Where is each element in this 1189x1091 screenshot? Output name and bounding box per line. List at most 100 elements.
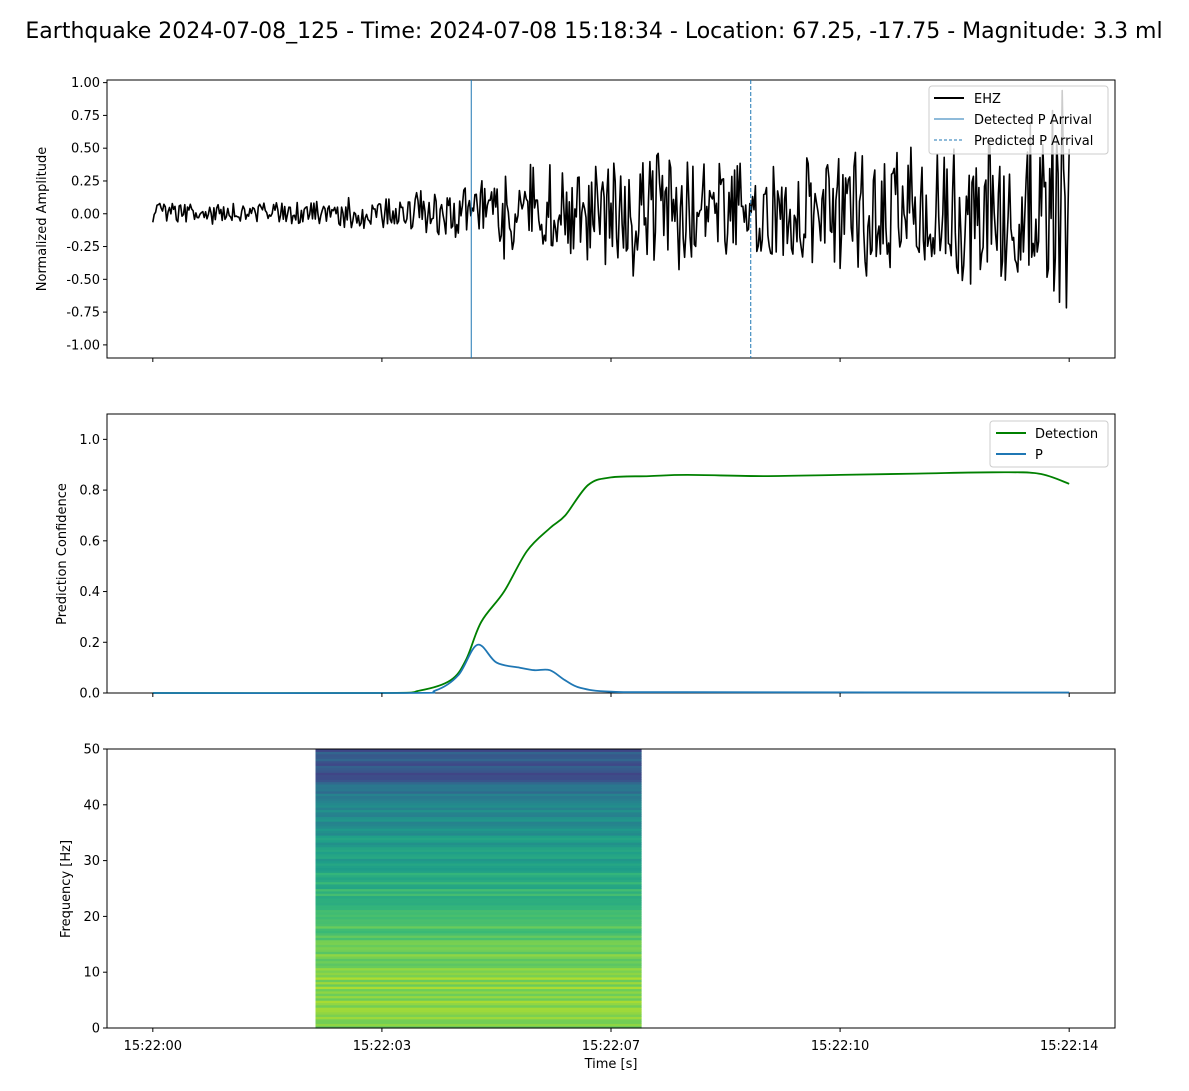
x-tick-label: 15:22:07	[582, 1039, 640, 1054]
spectrogram-band	[315, 781, 642, 785]
spectrogram-band	[315, 848, 642, 852]
spectrogram-band	[315, 1009, 642, 1013]
spectrogram-band	[315, 997, 642, 1001]
spectrogram-image	[315, 749, 642, 1029]
x-tick-label: 15:22:14	[1040, 1039, 1098, 1054]
spectrogram-band	[315, 832, 642, 836]
spectrogram-y-ticks: 50 40 30 20 10 0	[83, 743, 107, 1037]
spectrogram-band	[315, 786, 642, 790]
spectrogram-band	[315, 1025, 642, 1029]
y-tick-label: -0.50	[66, 273, 100, 288]
spectrogram-band	[315, 902, 642, 906]
spectrogram-band	[315, 1018, 642, 1022]
spectrogram-band	[315, 988, 642, 992]
spectrogram-band	[315, 835, 642, 838]
spectrogram-band	[315, 818, 642, 822]
series-ehz	[152, 89, 1070, 309]
spectrogram-band	[315, 755, 642, 759]
spectrogram-band	[315, 860, 642, 864]
spectrogram-band	[315, 874, 642, 878]
spectrogram-band	[315, 974, 642, 978]
spectrogram-band	[315, 1016, 642, 1020]
spectrogram-band	[315, 993, 642, 997]
spectrogram-band	[315, 816, 642, 820]
y-tick-label: 0.8	[79, 484, 100, 499]
spectrogram-band	[315, 797, 642, 801]
spectrogram-band	[315, 862, 642, 866]
spectrogram-band	[315, 914, 642, 917]
y-tick-label: 0.0	[79, 687, 100, 702]
x-tick-label: 15:22:00	[124, 1039, 182, 1054]
spectrogram-band	[315, 944, 642, 948]
spectrogram-band	[315, 760, 642, 764]
spectrogram-band	[315, 907, 642, 911]
y-tick-label: 0.25	[71, 174, 100, 189]
spectrogram-band	[315, 788, 642, 792]
spectrogram-band	[315, 869, 642, 873]
confidence-legend: Detection P	[989, 420, 1109, 468]
spectrogram-band	[315, 983, 642, 987]
y-tick-label: 0	[92, 1022, 100, 1037]
spectrogram-band	[315, 867, 642, 871]
spectrogram-band	[315, 879, 642, 883]
legend-label-detection: Detection	[1035, 427, 1098, 442]
spectrogram-band	[315, 769, 642, 773]
spectrogram-band	[315, 995, 642, 999]
spectrogram-band	[315, 921, 642, 924]
confidence-y-label: Prediction Confidence	[55, 483, 70, 625]
spectrogram-band	[315, 795, 642, 799]
spectrogram-band	[315, 828, 642, 831]
spectrogram-band	[315, 858, 642, 862]
spectrogram-band	[315, 855, 642, 859]
spectrogram-band	[315, 909, 642, 913]
spectrogram-band	[315, 928, 642, 931]
spectrogram-band	[315, 876, 642, 880]
spectrogram-band	[315, 923, 642, 927]
x-tick-label: 15:22:10	[811, 1039, 869, 1054]
series-p	[152, 643, 1070, 695]
spectrogram-band	[315, 844, 642, 848]
confidence-x-ticks	[152, 693, 1070, 697]
spectrogram-band	[315, 823, 642, 827]
spectrogram-band	[315, 1007, 642, 1010]
y-tick-label: 30	[83, 854, 100, 869]
spectrogram-band	[315, 925, 642, 929]
y-tick-label: -1.00	[66, 338, 100, 353]
spectrogram-band	[315, 749, 642, 752]
spectrogram-band	[315, 955, 642, 959]
spectrogram-band	[315, 904, 642, 908]
spectrogram-band	[315, 1023, 642, 1027]
spectrogram-band	[315, 967, 642, 971]
spectrogram-band	[315, 946, 642, 950]
spectrogram-band	[315, 779, 642, 783]
spectrogram-band	[315, 765, 642, 769]
confidence-plot-area	[152, 471, 1070, 695]
spectrogram-band	[315, 774, 642, 778]
spectrogram-band	[315, 951, 642, 955]
spectrogram-band	[315, 969, 642, 973]
spectrogram-band	[315, 935, 642, 938]
confidence-axes-frame	[106, 413, 1116, 694]
spectrogram-band	[315, 800, 642, 804]
spectrogram-band	[315, 897, 642, 901]
y-tick-label: 50	[83, 743, 100, 758]
spectrogram-band	[315, 825, 642, 829]
spectrogram-band	[315, 783, 642, 787]
x-axis-label: Time [s]	[584, 1057, 638, 1072]
spectrogram-band	[315, 776, 642, 780]
y-tick-label: -0.25	[66, 240, 100, 255]
spectrogram-band	[315, 842, 642, 845]
spectrogram-band	[315, 979, 642, 983]
waveform-panel: 1.00 0.75 0.50 0.25 0.00 -0.25 -0.50 -0.75 -1.00…	[35, 76, 1116, 362]
spectrogram-y-label: Frequency [Hz]	[59, 840, 74, 938]
legend-label-detected-p: Detected P Arrival	[974, 113, 1092, 128]
spectrogram-band	[315, 839, 642, 843]
spectrogram-band	[315, 851, 642, 855]
y-tick-label: 0.2	[79, 636, 100, 651]
spectrogram-band	[315, 883, 642, 887]
y-tick-label: 1.00	[71, 76, 100, 91]
spectrogram-band	[315, 948, 642, 952]
spectrogram-band	[315, 881, 642, 885]
legend-label-predicted-p: Predicted P Arrival	[974, 134, 1093, 149]
spectrogram-band	[315, 1011, 642, 1015]
